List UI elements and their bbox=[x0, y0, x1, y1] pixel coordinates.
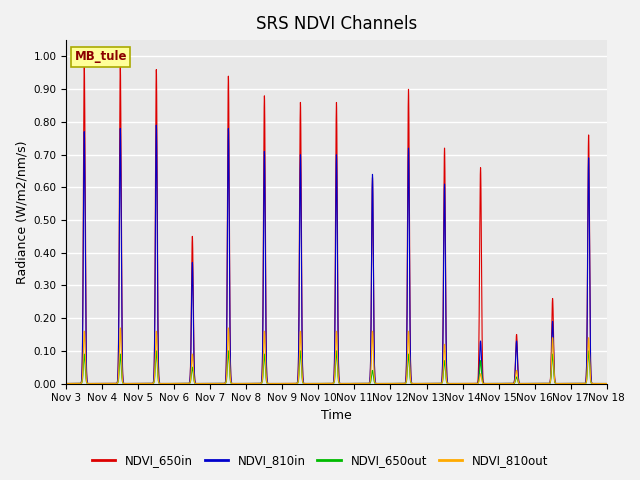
Text: MB_tule: MB_tule bbox=[74, 50, 127, 63]
X-axis label: Time: Time bbox=[321, 409, 352, 422]
Title: SRS NDVI Channels: SRS NDVI Channels bbox=[256, 15, 417, 33]
Legend: NDVI_650in, NDVI_810in, NDVI_650out, NDVI_810out: NDVI_650in, NDVI_810in, NDVI_650out, NDV… bbox=[87, 449, 553, 472]
Y-axis label: Radiance (W/m2/nm/s): Radiance (W/m2/nm/s) bbox=[15, 140, 28, 284]
